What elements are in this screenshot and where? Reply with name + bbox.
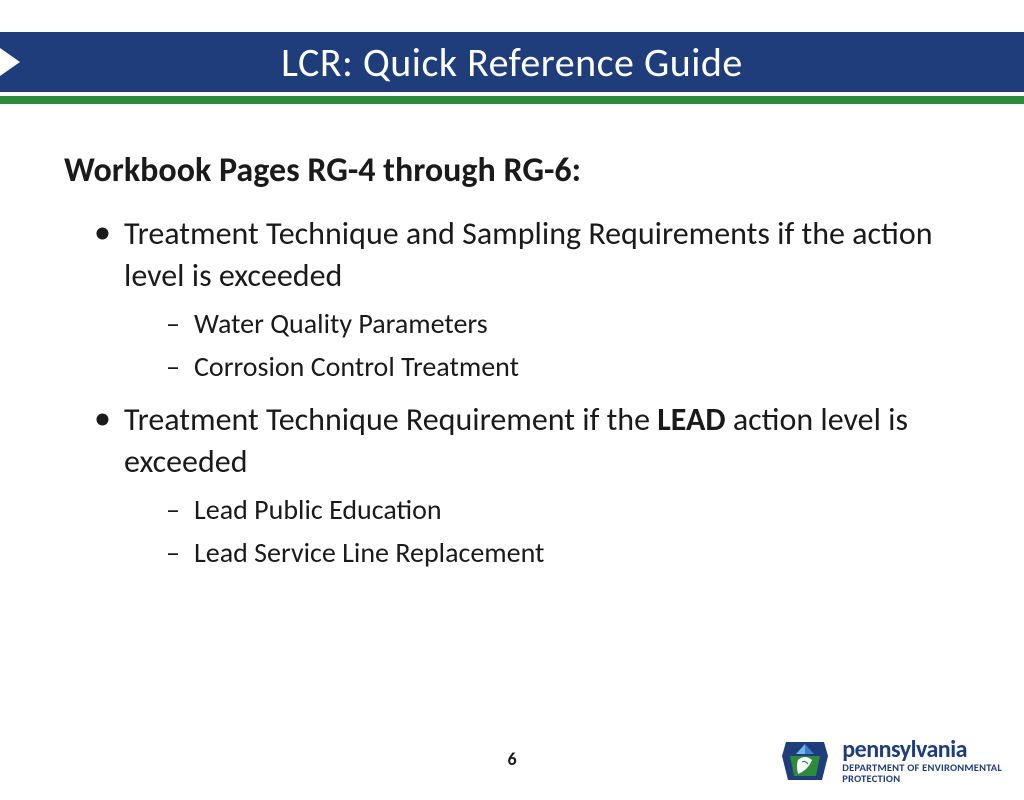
keystone-icon (778, 736, 832, 786)
sub-bullet-text: Water Quality Parameters (194, 306, 488, 341)
title-bar: LCR: Quick Reference Guide (0, 32, 1024, 92)
list-item: Water Quality Parameters (170, 306, 960, 342)
content-area: Workbook Pages RG-4 through RG-6: Treatm… (0, 104, 1024, 571)
sub-bullet-text: Corrosion Control Treatment (194, 349, 519, 384)
sub-list: Lead Public Education Lead Service Line … (124, 492, 960, 571)
title-banner: LCR: Quick Reference Guide (0, 32, 1024, 104)
list-item: Lead Public Education (170, 492, 960, 528)
list-item: Corrosion Control Treatment (170, 349, 960, 385)
sub-list: Water Quality Parameters Corrosion Contr… (124, 306, 960, 385)
bullet-text: Treatment Technique and Sampling Require… (124, 214, 933, 295)
content-heading: Workbook Pages RG-4 through RG-6: (64, 150, 960, 191)
logo-text: pennsylvania DEPARTMENT OF ENVIRONMENTAL… (842, 738, 1002, 785)
logo-state: pennsylvania (842, 738, 1002, 762)
bullet-list: Treatment Technique and Sampling Require… (64, 213, 960, 571)
page-number: 6 (507, 748, 516, 770)
list-item: Treatment Technique and Sampling Require… (100, 213, 960, 385)
sub-bullet-text: Lead Public Education (194, 492, 442, 527)
title-underline (0, 96, 1024, 104)
logo-dept-line2: PROTECTION (842, 774, 1002, 785)
arrow-notch-icon (0, 48, 20, 76)
list-item: Lead Service Line Replacement (170, 535, 960, 571)
footer-logo: pennsylvania DEPARTMENT OF ENVIRONMENTAL… (778, 736, 1002, 786)
bullet-bold: LEAD (657, 400, 725, 439)
list-item: Treatment Technique Requirement if the L… (100, 399, 960, 571)
slide-title: LCR: Quick Reference Guide (281, 38, 743, 87)
bullet-text: Treatment Technique Requirement if the (124, 400, 657, 439)
sub-bullet-text: Lead Service Line Replacement (194, 535, 544, 570)
